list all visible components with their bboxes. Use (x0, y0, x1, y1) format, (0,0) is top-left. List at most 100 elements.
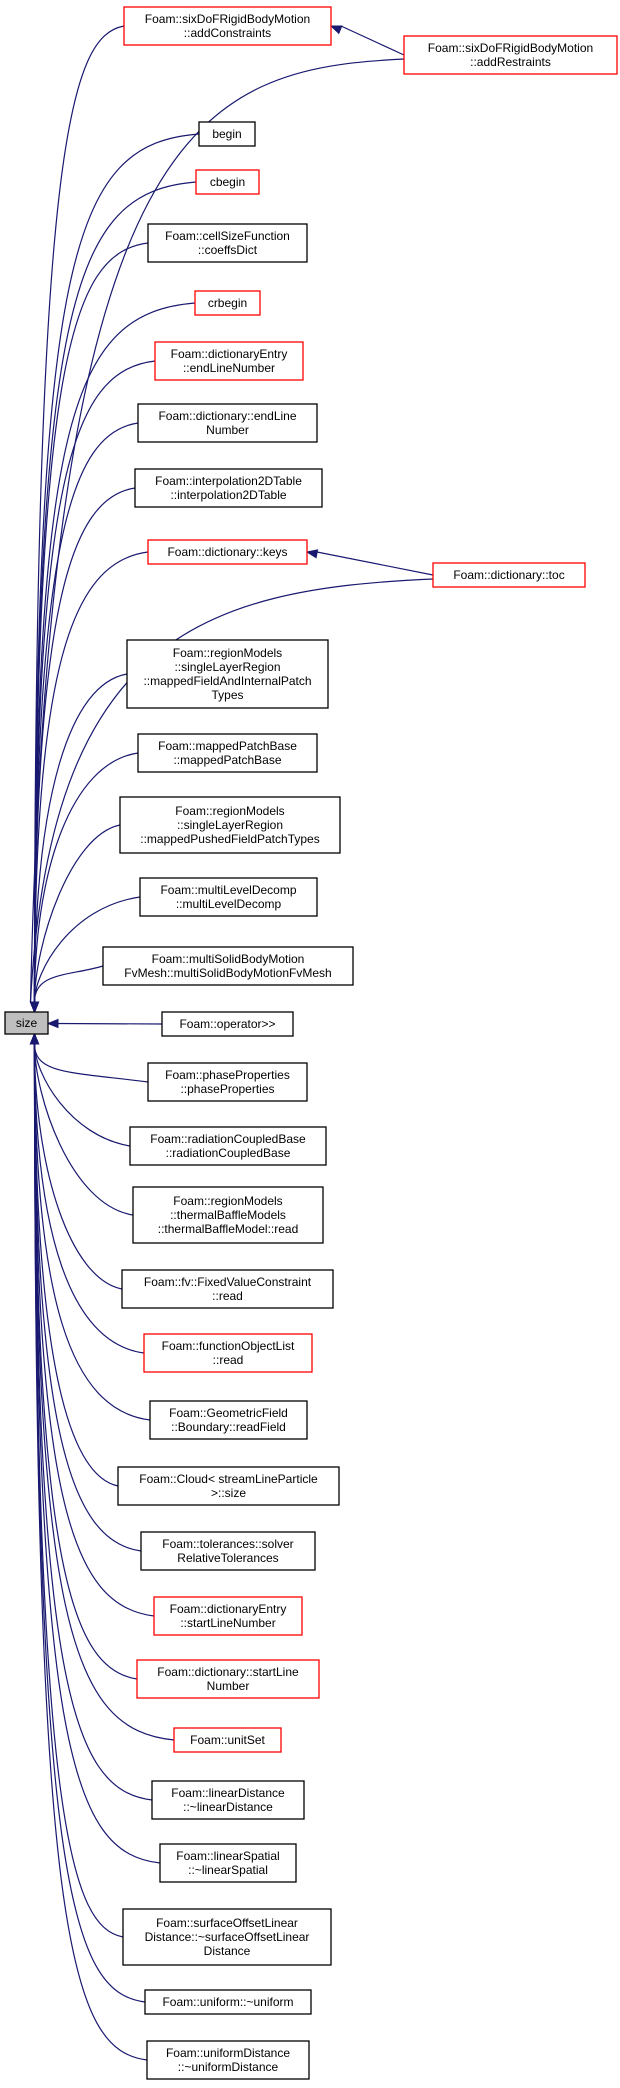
caller-node-n1-label: ::addConstraints (184, 26, 271, 40)
caller-node-n19-box (121, 1269, 334, 1309)
caller-node-n29-label: Distance (204, 1944, 251, 1958)
caller-node-n13-label: ::multiLevelDecomp (176, 897, 282, 911)
caller-node-n20-label: Foam::functionObjectList (162, 1339, 295, 1353)
edge-n10 (33, 673, 128, 1003)
caller-node-n6-label: ::endLineNumber (183, 361, 275, 375)
caller-node-n21-box (149, 1400, 308, 1440)
caller-node-n16[interactable]: Foam::phaseProperties::phaseProperties (147, 1062, 308, 1102)
caller-node-n6-box (154, 341, 304, 381)
caller-node-n13-label: Foam::multiLevelDecomp (160, 883, 296, 897)
second-level-node-s2[interactable]: Foam::dictionary::toc (432, 562, 586, 588)
caller-node-n26[interactable]: Foam::unitSet (173, 1727, 282, 1753)
caller-node-n23[interactable]: Foam::tolerances::solverRelativeToleranc… (140, 1531, 316, 1571)
caller-node-n19[interactable]: Foam::fv::FixedValueConstraint::read (121, 1269, 334, 1309)
caller-node-n4-label: Foam::cellSizeFunction (165, 229, 290, 243)
edge-n9 (33, 551, 149, 1003)
edge-n11 (33, 752, 139, 1003)
edge-n13 (33, 896, 141, 1003)
caller-node-n12-label: Foam::regionModels (175, 804, 284, 818)
caller-node-n5-label: crbegin (208, 296, 247, 310)
nodes: size Foam::sixDoFRigidBodyMotion::addCons… (4, 6, 618, 2080)
edge-s1-root (29, 58, 405, 1003)
caller-node-n28-label: Foam::linearSpatial (176, 1849, 279, 1863)
caller-node-n22-box (117, 1466, 340, 1506)
caller-node-n27[interactable]: Foam::linearDistance::~linearDistance (151, 1780, 305, 1820)
root-node-size-label: size (16, 1016, 38, 1030)
arrowhead-n31 (29, 1032, 40, 1045)
edge-n2 (33, 133, 200, 1003)
second-level-node-s1[interactable]: Foam::sixDoFRigidBodyMotion::addRestrain… (403, 35, 618, 75)
caller-node-n24[interactable]: Foam::dictionaryEntry::startLineNumber (153, 1596, 303, 1636)
caller-node-n19-label: ::read (212, 1289, 243, 1303)
caller-node-n10-label: Foam::regionModels (173, 646, 282, 660)
caller-node-n8[interactable]: Foam::interpolation2DTable::interpolatio… (134, 468, 323, 508)
caller-node-n30-label: Foam::uniform::~uniform (162, 1995, 293, 2009)
caller-node-n1[interactable]: Foam::sixDoFRigidBodyMotion::addConstrai… (123, 6, 332, 46)
caller-node-n3[interactable]: cbegin (195, 169, 260, 195)
caller-node-n11-label: Foam::mappedPatchBase (158, 739, 297, 753)
caller-node-n18-box (132, 1186, 324, 1244)
caller-node-n13-box (139, 877, 318, 917)
caller-node-n9[interactable]: Foam::dictionary::keys (147, 539, 308, 565)
caller-node-n22[interactable]: Foam::Cloud< streamLineParticle>::size (117, 1466, 340, 1506)
caller-node-n11-label: ::mappedPatchBase (173, 753, 281, 767)
caller-node-n10-box (126, 639, 329, 709)
edge-n12 (33, 824, 121, 1003)
edge-n18 (33, 1043, 134, 1216)
caller-node-n2[interactable]: begin (198, 121, 256, 147)
caller-node-n14[interactable]: Foam::multiSolidBodyMotionFvMesh::multiS… (102, 946, 354, 986)
caller-node-n17-box (129, 1126, 327, 1166)
caller-node-n30[interactable]: Foam::uniform::~uniform (144, 1989, 312, 2015)
caller-node-n6[interactable]: Foam::dictionaryEntry::endLineNumber (154, 341, 304, 381)
caller-node-n12-label: ::singleLayerRegion (177, 818, 283, 832)
caller-node-n24-box (153, 1596, 303, 1636)
caller-node-n15[interactable]: Foam::operator>> (161, 1011, 294, 1037)
edge-n21 (33, 1043, 151, 1421)
edge-n20 (33, 1043, 145, 1354)
caller-node-n20-box (143, 1333, 313, 1373)
caller-node-n13[interactable]: Foam::multiLevelDecomp::multiLevelDecomp (139, 877, 318, 917)
caller-node-n21[interactable]: Foam::GeometricField::Boundary::readFiel… (149, 1400, 308, 1440)
caller-node-n10-label: ::mappedFieldAndInternalPatch (143, 674, 311, 688)
root-node-size-box (4, 1011, 49, 1035)
caller-node-n29-label: Foam::surfaceOffsetLinear (156, 1916, 298, 1930)
root-node-size[interactable]: size (4, 1011, 49, 1035)
caller-node-n8-label: ::interpolation2DTable (170, 488, 286, 502)
caller-node-n10-label: ::singleLayerRegion (174, 660, 280, 674)
arrowhead-n14 (29, 1001, 40, 1014)
caller-node-n27-label: Foam::linearDistance (171, 1786, 285, 1800)
caller-node-n31-label: ::~uniformDistance (178, 2060, 279, 2074)
caller-node-n4[interactable]: Foam::cellSizeFunction::coeffsDict (147, 223, 308, 263)
caller-node-n5[interactable]: crbegin (194, 290, 261, 316)
caller-node-n28[interactable]: Foam::linearSpatial::~linearSpatial (159, 1843, 297, 1883)
caller-node-n18[interactable]: Foam::regionModels::thermalBaffleModels:… (132, 1186, 324, 1244)
caller-node-n2-label: begin (212, 127, 241, 141)
edge-n1 (33, 25, 125, 1003)
caller-node-n20[interactable]: Foam::functionObjectList::read (143, 1333, 313, 1373)
caller-node-n8-box (134, 468, 323, 508)
caller-node-n14-label: Foam::multiSolidBodyMotion (152, 952, 305, 966)
edge-s2-n9 (316, 551, 434, 576)
caller-node-n29[interactable]: Foam::surfaceOffsetLinearDistance::~surf… (122, 1908, 332, 1966)
caller-node-n23-label: Foam::tolerances::solver (162, 1537, 293, 1551)
caller-node-n17-label: Foam::radiationCoupledBase (150, 1132, 306, 1146)
caller-node-n16-label: ::phaseProperties (180, 1082, 274, 1096)
edge-n25 (33, 1043, 138, 1680)
second-level-node-s2-box (432, 562, 586, 588)
caller-node-n31-box (146, 2040, 310, 2080)
caller-node-n16-box (147, 1062, 308, 1102)
caller-node-n17[interactable]: Foam::radiationCoupledBase::radiationCou… (129, 1126, 327, 1166)
caller-node-n10[interactable]: Foam::regionModels::singleLayerRegion::m… (126, 639, 329, 709)
caller-node-n25[interactable]: Foam::dictionary::startLineNumber (136, 1659, 320, 1699)
caller-node-n31-label: Foam::uniformDistance (166, 2046, 290, 2060)
caller-node-n31[interactable]: Foam::uniformDistance::~uniformDistance (146, 2040, 310, 2080)
second-level-node-s1-label: Foam::sixDoFRigidBodyMotion (428, 41, 593, 55)
caller-node-n4-label: ::coeffsDict (198, 243, 258, 257)
edge-n19 (33, 1043, 123, 1290)
arrowhead-n15 (46, 1018, 59, 1029)
caller-node-n11[interactable]: Foam::mappedPatchBase::mappedPatchBase (137, 733, 318, 773)
caller-node-n23-label: RelativeTolerances (177, 1551, 278, 1565)
caller-node-n12[interactable]: Foam::regionModels::singleLayerRegion::m… (119, 796, 341, 854)
caller-node-n7[interactable]: Foam::dictionary::endLineNumber (137, 403, 318, 443)
caller-node-n8-label: Foam::interpolation2DTable (155, 474, 302, 488)
